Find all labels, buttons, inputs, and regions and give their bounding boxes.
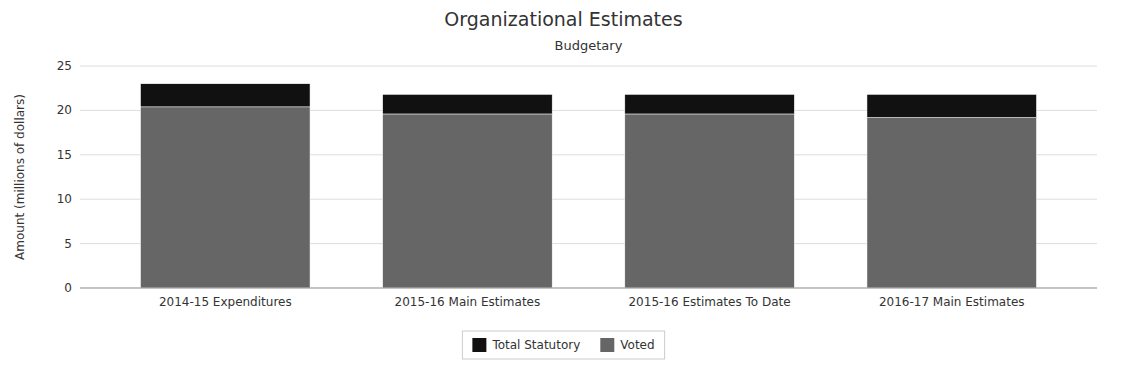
grid-line — [80, 288, 1097, 289]
bar-segment — [625, 94, 795, 114]
bar-segment — [383, 114, 553, 288]
chart-svg: Organizational Estimates Budgetary 0 5 10 15 2… — [0, 0, 1127, 384]
legend-swatch — [472, 338, 486, 352]
subtitle: Budgetary — [555, 38, 623, 53]
x-tick-label: 2015-16 Main Estimates — [395, 295, 541, 309]
x-tick-label: 2016-17 Main Estimates — [879, 295, 1025, 309]
y-tick-label: 15 — [57, 148, 72, 162]
y-tick-label: 5 — [64, 237, 72, 251]
bar-segment — [625, 114, 795, 288]
y-axis: 0 5 10 15 20 25 — [57, 59, 1097, 295]
legend-swatch — [600, 338, 614, 352]
y-tick-label: 0 — [64, 281, 72, 295]
x-tick-label: 2015-16 Estimates To Date — [628, 295, 790, 309]
legend: Total Statutory Voted — [462, 331, 664, 359]
title: Organizational Estimates — [444, 8, 682, 30]
chart-container: Organizational Estimates Budgetary 0 5 10 15 2… — [0, 0, 1127, 384]
y-tick-label: 25 — [57, 59, 72, 73]
x-axis-line — [80, 288, 1097, 289]
legend-label: Total Statutory — [491, 338, 580, 352]
x-axis: 2014-15 Expenditures 2015-16 Main Estimat… — [80, 288, 1097, 309]
bar-segment — [141, 107, 310, 288]
y-tick-label: 20 — [57, 103, 72, 117]
bars — [141, 84, 1037, 288]
x-tick-label: 2014-15 Expenditures — [159, 295, 292, 309]
y-axis-label: Amount (millions of dollars) — [13, 94, 27, 260]
bar-segment — [141, 84, 310, 107]
grid-line — [80, 66, 1097, 67]
bar-segment — [867, 94, 1037, 117]
bar-segment — [383, 94, 553, 114]
y-tick-label: 10 — [57, 192, 72, 206]
legend-label: Voted — [620, 338, 654, 352]
bar-segment — [867, 118, 1037, 288]
legend-box — [462, 331, 664, 359]
